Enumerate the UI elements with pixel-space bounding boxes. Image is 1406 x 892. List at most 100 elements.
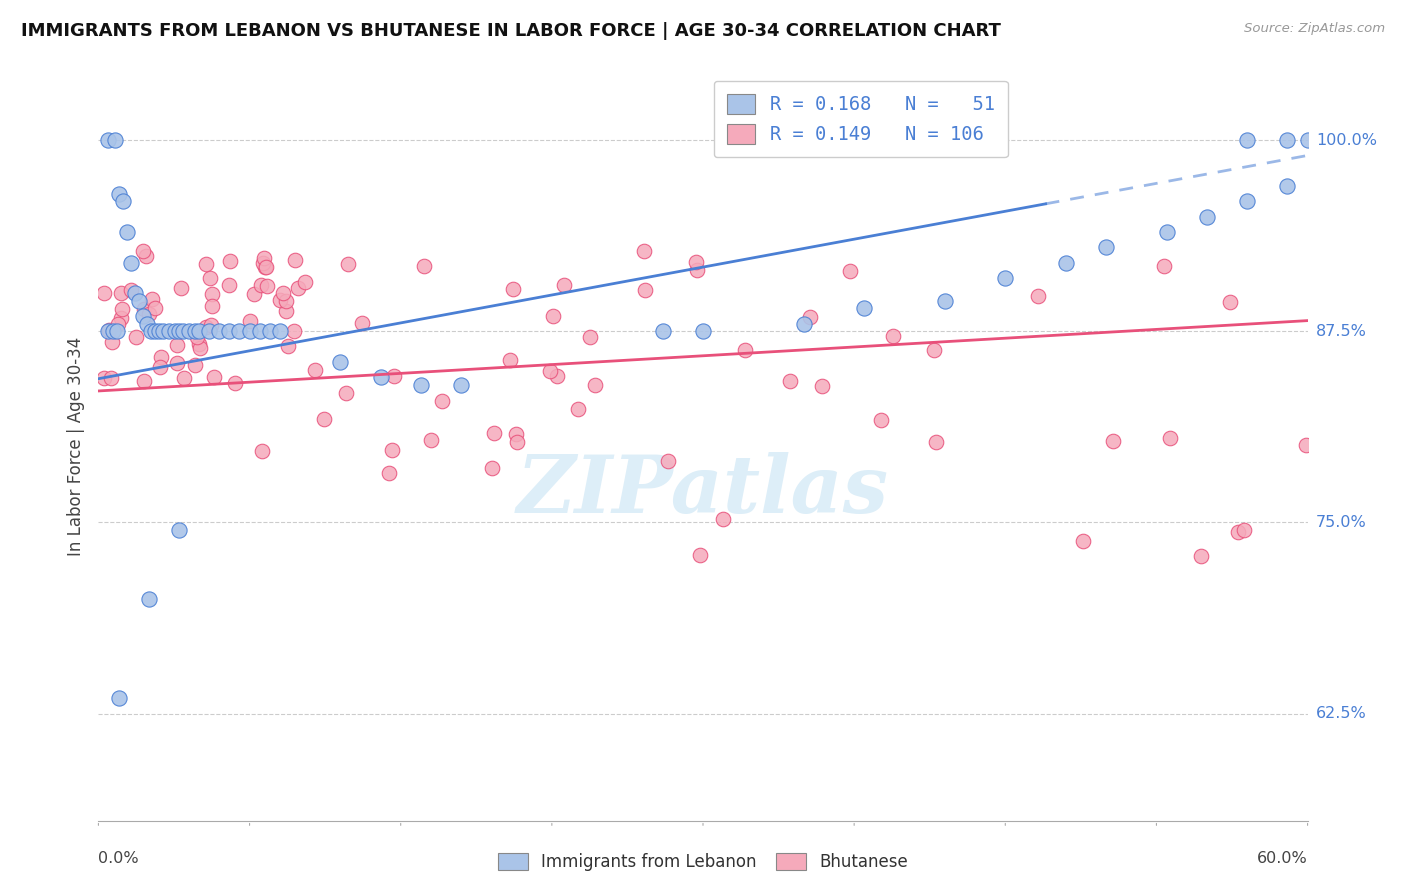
Point bbox=[269, 324, 291, 338]
Point bbox=[1277, 133, 1299, 147]
Point bbox=[138, 591, 160, 606]
Point bbox=[100, 334, 122, 349]
Point bbox=[567, 402, 589, 417]
Point bbox=[779, 374, 801, 388]
Point bbox=[430, 394, 453, 409]
Point bbox=[187, 337, 209, 351]
Point bbox=[111, 194, 134, 209]
Text: 100.0%: 100.0% bbox=[1316, 133, 1376, 148]
Point bbox=[93, 285, 115, 300]
Point bbox=[994, 270, 1017, 285]
Point bbox=[502, 282, 524, 296]
Point bbox=[269, 293, 291, 308]
Point bbox=[546, 368, 568, 383]
Point bbox=[304, 363, 326, 377]
Point bbox=[450, 377, 472, 392]
Point bbox=[1277, 179, 1299, 194]
Point bbox=[186, 329, 208, 343]
Text: 0.0%: 0.0% bbox=[98, 851, 139, 866]
Point bbox=[200, 318, 222, 333]
Point bbox=[853, 301, 876, 316]
Text: Source: ZipAtlas.com: Source: ZipAtlas.com bbox=[1244, 22, 1385, 36]
Text: 87.5%: 87.5% bbox=[1316, 324, 1367, 339]
Point bbox=[172, 324, 194, 338]
Legend: Immigrants from Lebanon, Bhutanese: Immigrants from Lebanon, Bhutanese bbox=[489, 845, 917, 880]
Point bbox=[1236, 133, 1258, 147]
Point bbox=[152, 324, 174, 338]
Point bbox=[799, 310, 821, 325]
Point bbox=[228, 324, 250, 338]
Point bbox=[1236, 194, 1258, 209]
Point bbox=[124, 330, 146, 344]
Point bbox=[337, 257, 360, 271]
Point bbox=[793, 317, 815, 331]
Point bbox=[143, 301, 166, 315]
Point bbox=[651, 324, 673, 338]
Point bbox=[195, 320, 218, 334]
Point bbox=[287, 281, 309, 295]
Point bbox=[200, 299, 222, 313]
Point bbox=[538, 364, 561, 378]
Point bbox=[924, 434, 946, 449]
Point bbox=[101, 324, 124, 338]
Point bbox=[934, 293, 956, 308]
Point bbox=[252, 256, 274, 270]
Point bbox=[110, 310, 132, 325]
Point bbox=[409, 377, 432, 392]
Point bbox=[107, 317, 129, 331]
Point bbox=[1156, 225, 1178, 239]
Point bbox=[633, 244, 655, 259]
Point bbox=[218, 277, 240, 292]
Point bbox=[167, 523, 190, 537]
Point bbox=[134, 302, 156, 317]
Point bbox=[120, 255, 142, 269]
Point bbox=[686, 263, 709, 277]
Point bbox=[1295, 438, 1317, 452]
Point bbox=[202, 370, 225, 384]
Point bbox=[1159, 431, 1181, 445]
Point bbox=[553, 277, 575, 292]
Point bbox=[103, 133, 125, 147]
Point bbox=[284, 253, 307, 268]
Point bbox=[166, 356, 188, 370]
Point bbox=[100, 371, 122, 385]
Point bbox=[370, 370, 392, 384]
Point bbox=[239, 324, 262, 338]
Point bbox=[188, 341, 211, 355]
Point bbox=[128, 293, 150, 308]
Legend: R = 0.168   N =   51, R = 0.149   N = 106: R = 0.168 N = 51, R = 0.149 N = 106 bbox=[714, 81, 1008, 157]
Point bbox=[97, 133, 120, 147]
Point bbox=[882, 329, 904, 343]
Point bbox=[167, 324, 190, 338]
Point bbox=[274, 304, 297, 318]
Point bbox=[208, 324, 231, 338]
Point bbox=[498, 352, 520, 367]
Point bbox=[169, 281, 191, 295]
Point bbox=[1153, 259, 1175, 273]
Point bbox=[1054, 255, 1077, 269]
Point bbox=[201, 286, 224, 301]
Point bbox=[811, 378, 834, 392]
Point bbox=[1101, 434, 1123, 448]
Point bbox=[259, 324, 281, 338]
Point bbox=[1195, 210, 1218, 224]
Point bbox=[166, 338, 188, 352]
Point bbox=[198, 271, 221, 285]
Point bbox=[384, 369, 406, 384]
Point bbox=[274, 293, 297, 308]
Point bbox=[685, 255, 707, 269]
Point bbox=[922, 343, 945, 358]
Point bbox=[239, 313, 262, 327]
Point bbox=[150, 351, 173, 365]
Point bbox=[134, 374, 156, 388]
Point bbox=[179, 324, 201, 338]
Point bbox=[249, 324, 271, 338]
Point bbox=[105, 324, 128, 338]
Point bbox=[329, 355, 352, 369]
Point bbox=[1233, 523, 1256, 537]
Point bbox=[224, 376, 246, 391]
Point bbox=[249, 278, 271, 293]
Point bbox=[107, 186, 129, 201]
Point bbox=[173, 371, 195, 385]
Point bbox=[481, 460, 503, 475]
